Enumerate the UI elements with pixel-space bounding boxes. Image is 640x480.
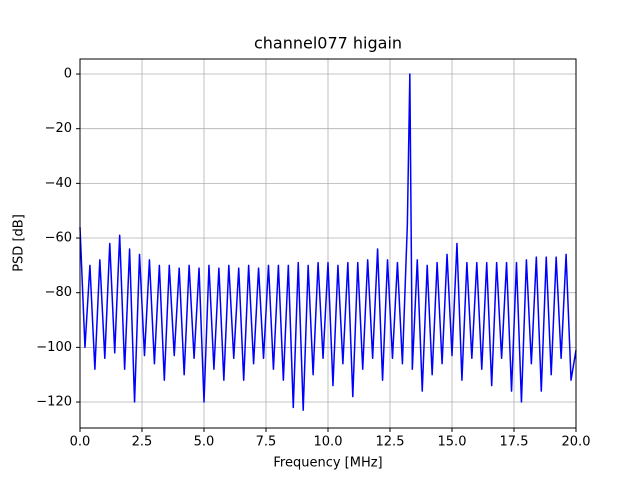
y-axis-label: PSD [dB]	[12, 214, 27, 272]
x-tick-label: 12.5	[376, 435, 405, 450]
x-tick-label: 5.0	[194, 435, 215, 450]
chart-title: channel077 higain	[254, 34, 402, 53]
x-tick-label: 0.0	[70, 435, 91, 450]
x-tick-label: 7.5	[256, 435, 277, 450]
y-tick-label: −40	[45, 176, 72, 191]
x-tick-label: 10.0	[314, 435, 343, 450]
y-tick-label: −60	[45, 231, 72, 246]
x-tick-label: 20.0	[562, 435, 591, 450]
x-tick-label: 17.5	[500, 435, 529, 450]
psd-line	[79, 73, 577, 411]
y-tick-label: −120	[36, 395, 72, 410]
y-tick-label: −20	[45, 121, 72, 136]
y-tick-label: 0	[64, 67, 72, 82]
plot-frame	[79, 58, 577, 429]
x-tick-label: 2.5	[132, 435, 153, 450]
y-tick-label: −80	[45, 285, 72, 300]
x-tick-label: 15.0	[438, 435, 467, 450]
x-axis-label: Frequency [MHz]	[273, 456, 382, 471]
y-tick-label: −100	[36, 340, 72, 355]
